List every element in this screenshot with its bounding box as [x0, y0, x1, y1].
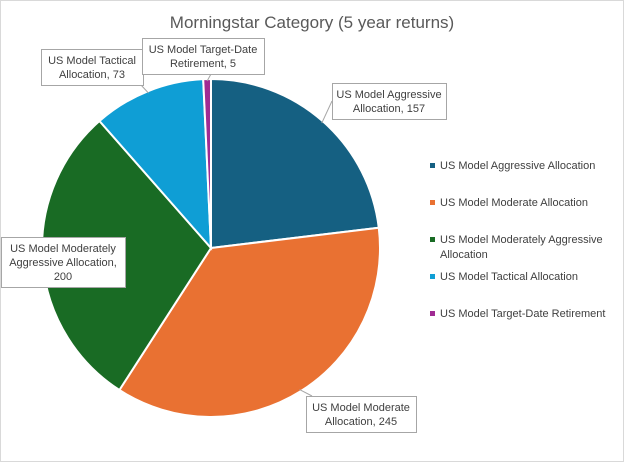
- data-label-us-model-tactical-allocation: Allocation, 73: [59, 69, 125, 81]
- data-label-us-model-tactical-allocation: US Model Tactical: [48, 55, 136, 67]
- leader-line-us-model-tactical-allocation: [140, 84, 149, 94]
- data-label-box-us-model-aggressive-allocation: [332, 83, 447, 120]
- data-label-us-model-target-date-retirement: US Model Target-Date: [149, 44, 258, 56]
- legend-swatch-us-model-target-date-retirement: [430, 311, 435, 316]
- legend-swatch-us-model-tactical-allocation: [430, 274, 435, 279]
- data-label-us-model-target-date-retirement: Retirement, 5: [170, 58, 236, 70]
- legend-entry-us-model-moderate-allocation: US Model Moderate Allocation: [440, 197, 588, 209]
- data-label-box-us-model-moderately-aggressive-allocation: [1, 237, 126, 288]
- legend-swatch-us-model-moderately-aggressive-allocation: [430, 237, 435, 242]
- legend-entry-us-model-moderately-aggressive-allocation: US Model Moderately Aggressive: [440, 234, 603, 246]
- leader-line-us-model-aggressive-allocation: [321, 100, 333, 124]
- chart-title: Morningstar Category (5 year returns): [170, 13, 454, 32]
- pie-slice-us-model-tactical-allocation: [98, 78, 213, 251]
- data-label-us-model-moderate-allocation: US Model Moderate: [312, 402, 410, 414]
- data-label-us-model-moderately-aggressive-allocation: Aggressive Allocation,: [9, 257, 117, 269]
- data-labels: US Model Aggressive Allocation, 157 US Mod…: [1, 38, 447, 433]
- data-label-us-model-moderately-aggressive-allocation: 200: [54, 271, 72, 283]
- data-label-us-model-moderately-aggressive-allocation: US Model Moderately: [10, 243, 116, 255]
- pie-slice-us-model-moderate-allocation: [118, 226, 381, 418]
- pie-slice-us-model-target-date-retirement: [202, 77, 212, 249]
- data-label-us-model-aggressive-allocation: Allocation, 157: [353, 103, 425, 115]
- data-label-us-model-aggressive-allocation: US Model Aggressive: [336, 89, 441, 101]
- legend: US Model Aggressive Allocation US Model M…: [430, 160, 605, 320]
- legend-entry-us-model-moderately-aggressive-allocation: Allocation: [440, 249, 488, 261]
- data-label-box-us-model-target-date-retirement: [142, 38, 265, 75]
- data-label-us-model-moderate-allocation: Allocation, 245: [325, 416, 397, 428]
- legend-entry-us-model-target-date-retirement: US Model Target-Date Retirement: [440, 308, 605, 320]
- leader-line-us-model-target-date-retirement: [206, 73, 212, 82]
- leader-line-us-model-moderate-allocation: [299, 389, 313, 397]
- pie-slice-us-model-aggressive-allocation: [210, 77, 380, 250]
- data-label-box-us-model-moderate-allocation: [306, 396, 417, 433]
- pie-slices: [41, 77, 381, 418]
- data-label-box-us-model-tactical-allocation: [41, 49, 144, 86]
- legend-entry-us-model-aggressive-allocation: US Model Aggressive Allocation: [440, 160, 595, 172]
- legend-swatch-us-model-aggressive-allocation: [430, 163, 435, 168]
- legend-swatch-us-model-moderate-allocation: [430, 200, 435, 205]
- legend-entry-us-model-tactical-allocation: US Model Tactical Allocation: [440, 271, 578, 283]
